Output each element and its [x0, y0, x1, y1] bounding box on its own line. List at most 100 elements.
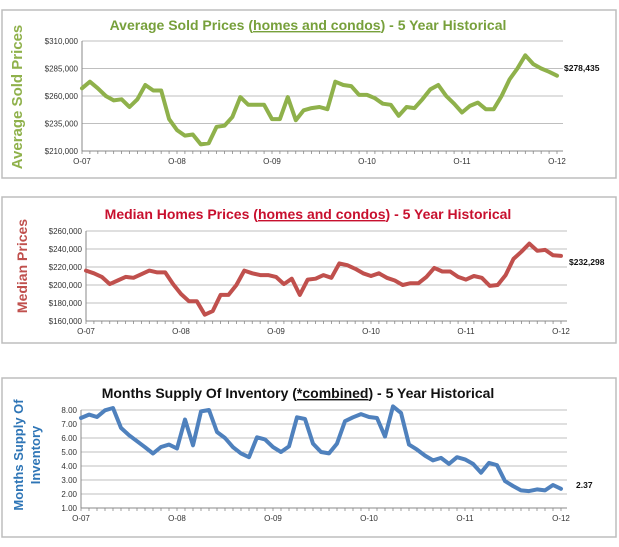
- y-tick-label: $160,000: [49, 317, 83, 326]
- data-point: [247, 455, 251, 459]
- data-point: [468, 104, 472, 108]
- data-point: [155, 270, 159, 274]
- data-point: [159, 88, 163, 93]
- x-tick-label: O-11: [456, 514, 474, 523]
- data-point: [423, 454, 427, 458]
- data-point: [214, 125, 219, 129]
- title-underlined-part: homes and condos: [258, 206, 386, 222]
- data-point: [163, 270, 167, 274]
- data-point: [147, 269, 151, 273]
- y-tick-label: $220,000: [49, 263, 83, 272]
- x-tick-label: O-09: [264, 514, 282, 523]
- y-axis-label-line-2: Inventory: [28, 425, 43, 484]
- data-point: [415, 448, 419, 452]
- data-point: [455, 455, 459, 459]
- data-point: [325, 107, 330, 111]
- data-point: [278, 117, 282, 121]
- data-point: [496, 283, 500, 287]
- data-point: [116, 278, 120, 283]
- x-tick-label: O-09: [263, 157, 281, 166]
- data-point: [135, 97, 140, 101]
- data-point: [88, 80, 92, 84]
- y-axis-label-line-1: Months Supply Of: [11, 399, 26, 511]
- data-point: [381, 102, 385, 106]
- title-part: Months Supply Of Inventory (: [102, 385, 298, 401]
- data-point: [559, 254, 563, 258]
- data-point: [428, 87, 432, 91]
- data-point: [127, 105, 132, 109]
- data-point: [246, 103, 250, 107]
- x-tick-label: O-08: [172, 327, 190, 336]
- data-point: [179, 292, 183, 296]
- data-point: [480, 276, 484, 280]
- data-point: [234, 283, 239, 287]
- data-point: [123, 275, 128, 279]
- data-point: [211, 309, 215, 313]
- data-point: [555, 74, 559, 78]
- data-point: [499, 94, 504, 98]
- data-point: [311, 442, 315, 446]
- data-point: [258, 273, 262, 277]
- data-point: [543, 488, 547, 492]
- data-point: [321, 273, 326, 277]
- data-point: [295, 415, 299, 419]
- data-point: [341, 83, 345, 87]
- data-point: [335, 442, 339, 446]
- x-tick-label: O-07: [73, 157, 91, 166]
- data-point: [119, 426, 123, 430]
- data-point: [440, 269, 444, 274]
- months-supply-inventory-chart: Months Supply Of Inventory (*combined) -…: [1, 377, 617, 538]
- data-point: [349, 84, 353, 88]
- x-tick-label: O-09: [267, 327, 285, 336]
- data-point: [103, 408, 107, 412]
- data-point: [369, 274, 373, 278]
- data-point: [444, 94, 448, 98]
- data-point: [436, 83, 440, 87]
- data-point: [412, 106, 417, 110]
- y-tick-label: $260,000: [45, 92, 79, 101]
- y-tick-label: $200,000: [49, 281, 83, 290]
- data-point: [547, 70, 551, 74]
- end-value-label: 2.37: [576, 480, 593, 490]
- data-point: [84, 269, 88, 273]
- data-point: [327, 451, 331, 455]
- data-point: [416, 281, 421, 285]
- data-point: [104, 94, 108, 98]
- data-point: [95, 415, 99, 419]
- data-point: [175, 446, 179, 451]
- data-point: [80, 86, 84, 90]
- data-point: [262, 103, 266, 107]
- data-point: [439, 456, 443, 460]
- data-point: [397, 114, 401, 118]
- data-point: [306, 278, 310, 282]
- x-tick-label: O-10: [358, 157, 376, 166]
- data-point: [389, 103, 393, 107]
- end-value-label: $232,298: [569, 257, 605, 267]
- y-tick-label: 7.00: [61, 420, 77, 429]
- data-point: [175, 128, 179, 132]
- y-tick-label: 1.00: [61, 504, 77, 513]
- x-tick-label: O-08: [168, 514, 186, 523]
- data-point: [266, 273, 270, 277]
- data-point: [79, 416, 83, 420]
- data-point: [353, 267, 357, 271]
- y-tick-label: $180,000: [49, 299, 83, 308]
- data-point: [242, 269, 246, 273]
- data-point: [100, 275, 104, 279]
- data-point: [279, 450, 283, 454]
- data-point: [333, 80, 337, 84]
- data-point: [337, 261, 341, 265]
- data-point: [187, 299, 191, 303]
- data-point: [223, 436, 227, 440]
- data-point: [511, 257, 516, 261]
- data-point: [195, 299, 199, 303]
- x-tick-label: O-08: [168, 157, 186, 166]
- data-point: [519, 488, 523, 492]
- data-point: [393, 278, 397, 283]
- x-tick-label: O-12: [548, 157, 566, 166]
- data-point: [96, 86, 100, 90]
- data-point: [543, 248, 547, 252]
- data-point: [484, 107, 488, 111]
- data-point: [448, 269, 452, 274]
